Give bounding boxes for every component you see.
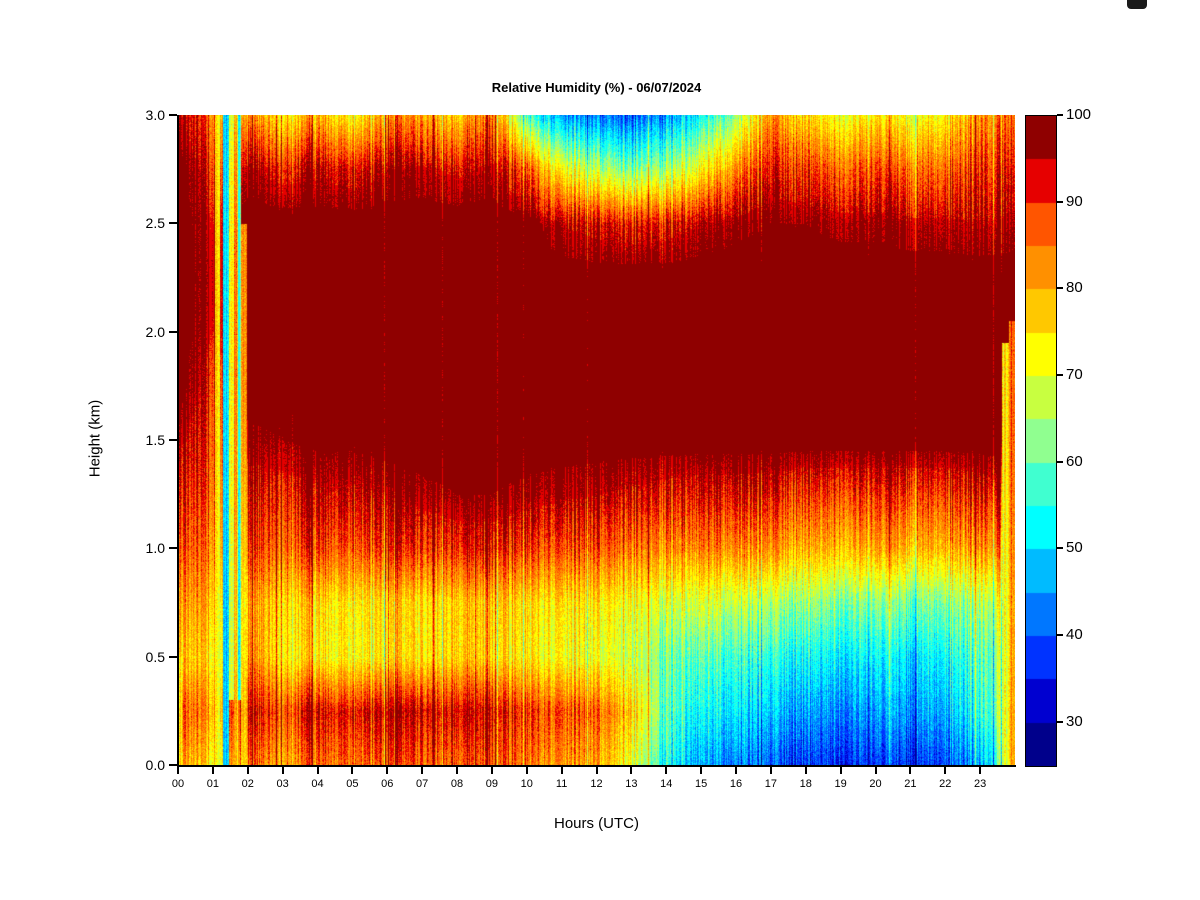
x-tick-mark [456,767,458,774]
x-tick-label: 12 [590,778,603,790]
x-tick-mark [246,767,249,774]
colorbar-tick-mark [1057,287,1063,290]
x-tick-label: 00 [171,778,185,790]
colorbar-tick-label: 50 [1066,539,1083,557]
x-axis-title: Hours (UTC) [554,815,639,832]
x-tick-label: 08 [450,778,464,790]
y-tick-label: 2.5 [145,215,165,232]
x-tick-label: 09 [485,778,498,790]
x-tick-mark [421,767,424,774]
y-axis-title: Height (km) [86,399,104,478]
x-tick-label: 22 [939,778,952,790]
y-tick-mark [169,655,177,658]
x-tick-mark [281,767,284,774]
x-tick-mark [804,767,807,774]
x-tick-label: 23 [974,778,987,790]
x-tick-label: 11 [555,778,568,790]
x-tick-label: 13 [625,778,638,790]
colorbar-tick-label: 30 [1066,712,1083,730]
colorbar-tick-mark [1057,720,1063,723]
x-tick-label: 01 [206,778,219,790]
x-tick-label: 21 [904,778,917,790]
heatmap-canvas [178,115,1015,765]
y-tick-label: 1.5 [145,432,165,448]
y-axis-line [177,115,179,766]
y-tick-label: 0.0 [145,757,165,773]
x-tick-label: 07 [416,778,429,790]
x-tick-mark [351,767,354,774]
x-tick-label: 06 [381,778,394,790]
y-tick-mark [169,764,177,766]
x-tick-mark [490,767,493,774]
x-tick-mark [735,767,737,774]
x-tick-mark [909,767,912,774]
x-tick-label: 15 [695,778,708,790]
colorbar-tick-label: 60 [1066,452,1083,470]
x-tick-mark [630,767,633,774]
colorbar-tick-label: 40 [1066,626,1083,643]
x-tick-mark [874,767,877,774]
x-tick-mark [839,767,842,774]
x-tick-label: 20 [869,778,882,790]
x-tick-mark [665,767,668,774]
y-tick-label: 2.0 [145,323,165,340]
colorbar-canvas [1026,116,1056,766]
colorbar-tick-mark [1057,547,1063,550]
x-tick-label: 14 [660,778,673,790]
x-tick-label: 03 [276,778,289,790]
y-tick-label: 3.0 [145,107,165,123]
colorbar-tick-mark [1057,114,1063,116]
colorbar-tick-mark [1057,460,1063,463]
plot-title: Relative Humidity (%) - 06/07/2024 [491,80,702,95]
x-tick-mark [211,767,214,774]
colorbar-tick-mark [1057,374,1063,376]
x-tick-mark [386,767,389,774]
y-tick-label: 1.0 [145,540,165,557]
x-axis-line [177,765,1016,767]
x-tick-mark [979,767,982,774]
colorbar-tick-label: 100 [1066,106,1092,123]
colorbar-tick-mark [1057,200,1063,203]
y-tick-mark [169,222,177,225]
x-tick-mark [525,767,528,774]
x-tick-mark [177,767,179,774]
colorbar [1025,115,1057,767]
colorbar-tick-mark [1057,634,1063,636]
screen-corner-artifact [1127,0,1147,9]
x-tick-label: 16 [729,778,743,790]
x-tick-mark [944,767,947,774]
colorbar-tick-label: 90 [1066,192,1083,210]
y-tick-label: 0.5 [145,648,165,665]
y-tick-mark [169,330,177,333]
x-tick-label: 04 [311,778,324,790]
x-tick-label: 17 [764,778,777,790]
x-tick-label: 10 [520,778,533,790]
x-tick-mark [316,767,319,774]
x-tick-mark [700,767,703,774]
x-tick-label: 05 [346,778,359,790]
x-tick-label: 02 [241,778,254,790]
x-tick-label: 18 [799,778,812,790]
colorbar-tick-label: 80 [1066,279,1083,297]
x-tick-label: 19 [834,778,847,790]
y-tick-mark [169,547,177,550]
x-tick-mark [560,767,563,774]
colorbar-tick-label: 70 [1066,366,1083,383]
x-tick-mark [595,767,598,774]
y-tick-mark [169,114,177,116]
y-tick-mark [169,439,177,441]
x-tick-mark [769,767,772,774]
